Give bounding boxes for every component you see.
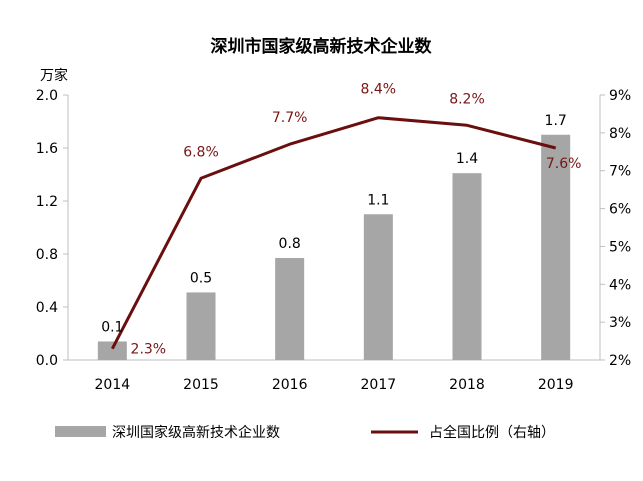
right-tick-label: 8% <box>609 126 631 142</box>
left-tick-label: 0.0 <box>36 353 58 369</box>
legend-line-label: 占全国比例（右轴） <box>429 424 555 441</box>
legend-bar-swatch <box>55 426 106 437</box>
left-axis-unit: 万家 <box>40 67 68 84</box>
data-labels: 0.1 0.5 0.8 1.1 1.4 1.7 2.3% 6.8% 7.7% 8.4% 8.2% 7.… <box>101 82 581 358</box>
left-tick-label: 2.0 <box>36 88 58 104</box>
bar <box>275 257 305 360</box>
line-value-label: 2.3% <box>131 342 167 358</box>
line-path <box>111 116 557 350</box>
bar <box>541 134 571 360</box>
left-tick-label: 1.6 <box>36 141 58 157</box>
x-tick-label: 2014 <box>95 377 131 393</box>
bar-value-label: 1.4 <box>456 151 478 167</box>
left-tick-label: 1.2 <box>36 194 58 210</box>
line-value-label: 8.2% <box>449 91 485 107</box>
line-value-label: 7.7% <box>272 110 308 126</box>
bar <box>363 214 393 360</box>
legend-bar-label: 深圳国家级高新技术企业数 <box>112 424 280 441</box>
right-tick-label: 5% <box>609 239 631 255</box>
bar-value-label: 0.8 <box>279 236 301 252</box>
right-tick-label: 6% <box>609 202 631 218</box>
left-tick-label: 0.8 <box>36 247 58 263</box>
line-value-label: 8.4% <box>361 82 397 98</box>
bar-value-label: 1.1 <box>367 192 389 208</box>
x-tick-label: 2018 <box>449 377 485 393</box>
axes: 0.0 0.4 0.8 1.2 1.6 2.0 2% 3% 4% 5% 6% 7% 8% 9% 2014 20… <box>36 88 631 393</box>
x-tick-label: 2016 <box>272 377 308 393</box>
right-tick-label: 9% <box>609 88 631 104</box>
bar <box>97 341 127 360</box>
bar-value-label: 0.1 <box>101 319 123 335</box>
bar <box>452 173 482 360</box>
x-tick-label: 2019 <box>538 377 574 393</box>
right-tick-label: 4% <box>609 277 631 293</box>
left-tick-label: 0.4 <box>36 300 58 316</box>
legend: 深圳国家级高新技术企业数 占全国比例（右轴） <box>55 424 555 441</box>
x-tick-label: 2015 <box>183 377 219 393</box>
line-value-label: 6.8% <box>183 144 219 160</box>
line-series <box>111 116 557 350</box>
bar-value-label: 0.5 <box>190 270 212 286</box>
bar-value-label: 1.7 <box>545 113 567 129</box>
line-value-label: 7.6% <box>546 156 582 172</box>
chart-title: 深圳市国家级高新技术企业数 <box>211 36 433 57</box>
bar-series <box>97 134 571 360</box>
bar <box>186 292 216 360</box>
x-tick-label: 2017 <box>361 377 397 393</box>
right-tick-label: 2% <box>609 353 631 369</box>
right-tick-label: 3% <box>609 315 631 331</box>
right-tick-label: 7% <box>609 164 631 180</box>
